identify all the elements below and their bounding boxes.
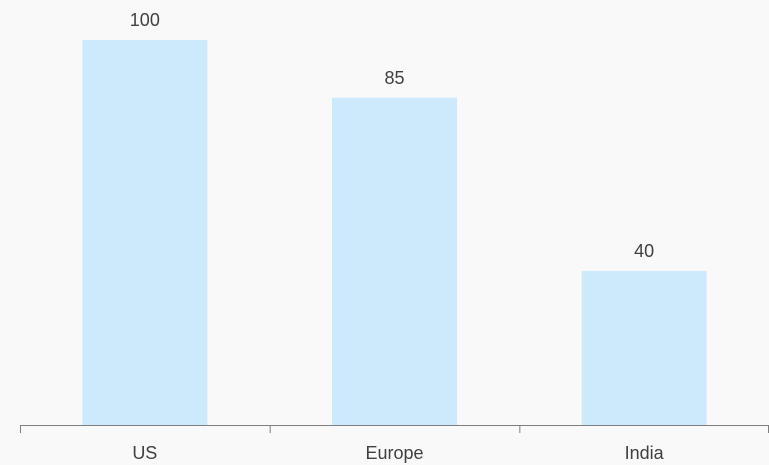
x-axis	[20, 425, 769, 433]
data-labels-group: 100 85 40	[130, 10, 654, 261]
bar-europe	[332, 97, 457, 425]
data-label-europe: 85	[384, 68, 404, 88]
category-labels-group: US Europe India	[132, 443, 664, 463]
data-label-india: 40	[634, 241, 654, 261]
bar-india	[581, 271, 707, 425]
bar-us	[82, 40, 208, 425]
category-label-us: US	[132, 443, 157, 463]
category-label-india: India	[625, 443, 665, 463]
bars-group	[82, 40, 707, 425]
category-label-europe: Europe	[365, 443, 423, 463]
data-label-us: 100	[130, 10, 160, 30]
